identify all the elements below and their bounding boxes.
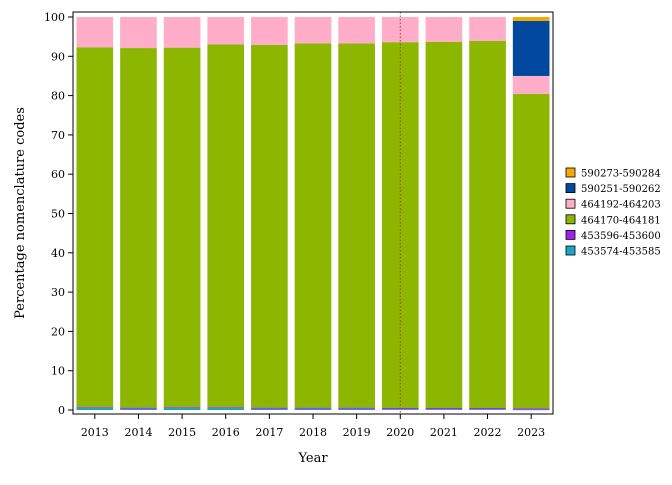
bar-segment-2019-464170-464181 (338, 43, 375, 408)
bar-segment-2014-453596-453600 (120, 407, 157, 409)
bar-segment-2017-464170-464181 (251, 44, 288, 408)
bar-segment-2013-453596-453600 (76, 407, 114, 409)
legend-label-464170-464181: 464170-464181 (581, 215, 661, 226)
y-tick-label-20: 20 (51, 325, 65, 338)
x-tick-label-2015: 2015 (168, 426, 196, 439)
y-tick-label-0: 0 (58, 404, 65, 417)
bar-segment-2018-464170-464181 (294, 43, 332, 408)
x-tick-label-2019: 2019 (343, 426, 371, 439)
legend-label-453574-453585: 453574-453585 (581, 247, 661, 258)
legend: 590273-590284 590251-590262 464192-464203 4… (565, 167, 661, 258)
x-tick-label-2014: 2014 (124, 426, 152, 439)
bar-segment-2013-464170-464181 (76, 47, 114, 408)
bar-segment-2019-464192-464203 (338, 17, 375, 44)
bar-segment-2014-464170-464181 (120, 48, 157, 408)
x-tick-label-2022: 2022 (474, 426, 502, 439)
bar-segment-2015-464170-464181 (163, 47, 201, 408)
bar-segment-2018-453574-453585 (294, 408, 332, 410)
bar-segment-2018-453596-453600 (294, 407, 332, 409)
x-tick-label-2020: 2020 (386, 426, 414, 439)
legend-swatch-590251-590262 (565, 183, 576, 194)
legend-swatch-453574-453585 (565, 245, 576, 256)
legend-label-590251-590262: 590251-590262 (581, 184, 661, 195)
x-tick-label-2023: 2023 (517, 426, 545, 439)
bar-segment-2023-590273-590284 (512, 17, 550, 21)
bar-segment-2023-453596-453600 (512, 408, 550, 410)
bar-segment-2021-453574-453585 (425, 409, 463, 410)
bar-segment-2019-453596-453600 (338, 407, 375, 409)
x-tick-label-2021: 2021 (430, 426, 458, 439)
bars-layer (76, 17, 550, 411)
legend-swatch-453596-453600 (565, 229, 576, 240)
y-tick-label-40: 40 (51, 247, 65, 260)
bar-segment-2016-453574-453585 (207, 408, 245, 410)
y-axis-title: Percentage nomenclature codes (13, 107, 28, 319)
bar-segment-2023-464192-464203 (512, 75, 550, 95)
bar-segment-2021-464170-464181 (425, 41, 463, 409)
y-tick-label-70: 70 (51, 129, 65, 142)
bar-segment-2013-453574-453585 (76, 408, 114, 410)
x-tick-label-2018: 2018 (299, 426, 327, 439)
legend-swatch-590273-590284 (565, 167, 576, 178)
bar-segment-2013-464192-464203 (76, 17, 114, 48)
x-axis-title: Year (297, 451, 328, 466)
bar-segment-2015-453596-453600 (163, 407, 201, 409)
y-tick-label-60: 60 (51, 168, 65, 181)
legend-label-464192-464203: 464192-464203 (581, 200, 661, 211)
x-axis: 2013 2014 2015 2016 2017 2018 2019 2020 2021 2022… (81, 414, 545, 439)
bar-segment-2022-453596-453600 (469, 408, 506, 410)
y-tick-label-50: 50 (51, 208, 65, 221)
y-tick-label-10: 10 (51, 365, 65, 378)
y-tick-label-90: 90 (51, 50, 65, 63)
bar-segment-2018-464192-464203 (294, 17, 332, 44)
bar-segment-2021-464192-464203 (425, 17, 463, 42)
bar-segment-2016-453596-453600 (207, 407, 245, 409)
bar-segment-2023-453574-453585 (512, 409, 550, 411)
y-tick-label-80: 80 (51, 90, 65, 103)
y-axis: 0 10 20 30 40 50 60 70 80 90 100 (44, 11, 73, 417)
bar-segment-2022-464170-464181 (469, 40, 506, 409)
bar-segment-2022-464192-464203 (469, 17, 506, 41)
y-tick-label-100: 100 (44, 11, 65, 24)
y-tick-label-30: 30 (51, 286, 65, 299)
bar-segment-2014-453574-453585 (120, 408, 157, 410)
bar-segment-2017-453574-453585 (251, 408, 288, 410)
bar-segment-2023-464170-464181 (512, 94, 550, 409)
legend-label-590273-590284: 590273-590284 (581, 169, 661, 180)
bar-segment-2016-464170-464181 (207, 44, 245, 408)
bar-segment-2019-453574-453585 (338, 408, 375, 410)
legend-swatch-464192-464203 (565, 198, 576, 209)
x-tick-label-2017: 2017 (255, 426, 283, 439)
x-tick-label-2013: 2013 (81, 426, 109, 439)
x-tick-label-2016: 2016 (212, 426, 240, 439)
bar-segment-2015-464192-464203 (163, 17, 201, 48)
bar-segment-2015-453574-453585 (163, 408, 201, 410)
bar-segment-2023-590251-590262 (512, 20, 550, 76)
bar-segment-2022-453574-453585 (469, 409, 506, 410)
bar-segment-2017-453596-453600 (251, 407, 288, 409)
legend-label-453596-453600: 453596-453600 (581, 231, 661, 242)
bar-segment-2020-453574-453585 (381, 409, 419, 410)
bar-segment-2014-464192-464203 (120, 17, 157, 49)
legend-swatch-464170-464181 (565, 214, 576, 225)
bar-segment-2017-464192-464203 (251, 17, 288, 45)
bar-segment-2016-464192-464203 (207, 17, 245, 45)
bar-segment-2021-453596-453600 (425, 408, 463, 410)
